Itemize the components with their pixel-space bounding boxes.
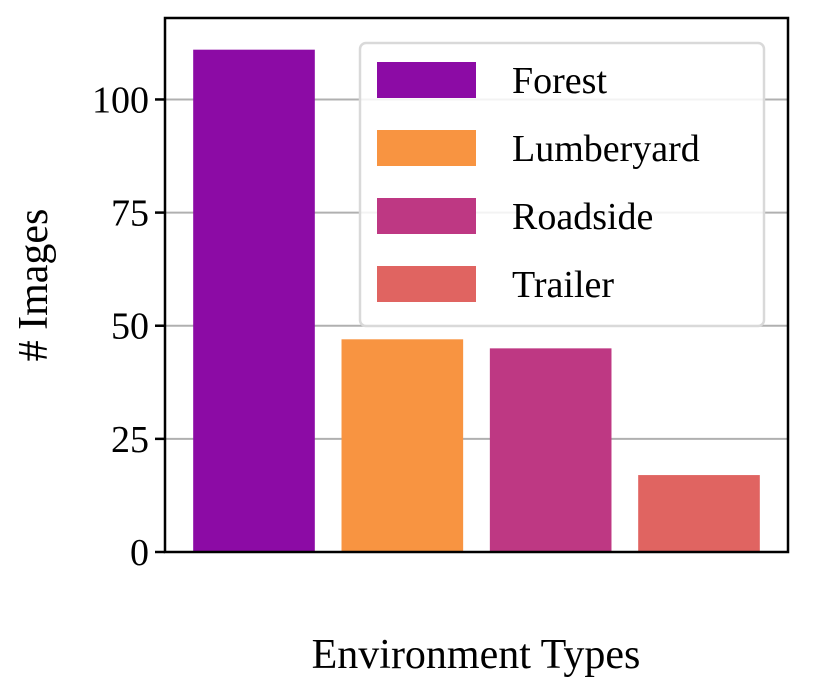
y-axis-label: # Images xyxy=(11,209,57,362)
bar-roadside xyxy=(489,348,612,552)
legend-swatch-lumberyard xyxy=(377,130,476,166)
legend-label-trailer: Trailer xyxy=(512,264,614,306)
y-axis-ticks: 0 25 50 75 100 xyxy=(92,79,165,574)
legend-swatch-forest xyxy=(377,62,476,98)
y-tick-label: 0 xyxy=(130,532,149,574)
bars xyxy=(193,49,760,552)
legend-label-forest: Forest xyxy=(512,60,607,102)
bar-forest xyxy=(193,49,315,552)
legend-swatch-trailer xyxy=(377,266,476,302)
x-axis-label: Environment Types xyxy=(312,632,641,678)
legend-swatch-roadside xyxy=(377,198,476,234)
y-tick-label: 75 xyxy=(111,193,149,235)
bar-lumberyard xyxy=(341,339,464,552)
plot-frame xyxy=(163,16,790,554)
y-tick-label: 100 xyxy=(92,79,149,121)
legend-box xyxy=(358,41,766,328)
y-tick-label: 25 xyxy=(111,419,149,461)
legend-label-roadside: Roadside xyxy=(512,196,653,238)
y-tick-label: 50 xyxy=(111,306,149,348)
legend: Forest Lumberyard Roadside Trailer xyxy=(358,41,766,328)
legend-label-lumberyard: Lumberyard xyxy=(512,128,700,170)
bar-trailer xyxy=(638,475,760,552)
